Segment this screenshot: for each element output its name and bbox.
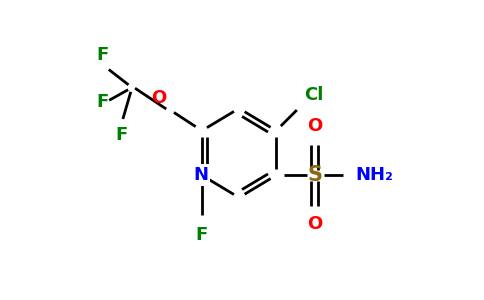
Text: F: F — [96, 46, 108, 64]
Text: O: O — [307, 117, 322, 135]
Text: S: S — [308, 165, 323, 185]
Text: F: F — [116, 126, 128, 144]
Text: O: O — [307, 215, 322, 233]
Text: F: F — [196, 226, 208, 244]
Text: Cl: Cl — [304, 86, 324, 104]
Text: N: N — [193, 166, 208, 184]
Text: F: F — [96, 93, 108, 111]
Text: NH₂: NH₂ — [355, 166, 393, 184]
Text: O: O — [151, 89, 166, 107]
